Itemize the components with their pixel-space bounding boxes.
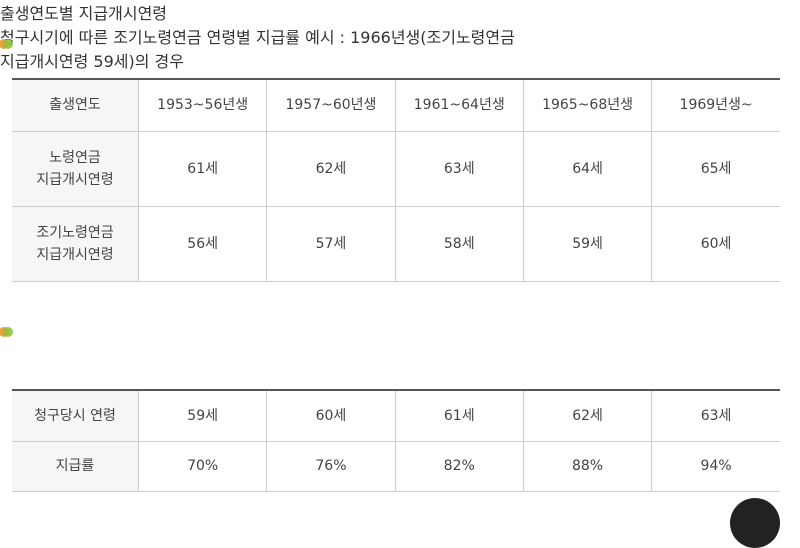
cell-text: 56세 <box>187 235 218 252</box>
cell: 82% <box>394 441 524 492</box>
cell-text: 65세 <box>700 160 732 177</box>
table: 출생연도 1953~56년생 1957~60년생 1961~64년생 1965~68년생… <box>12 78 780 282</box>
cell-text: 88% <box>571 458 604 474</box>
cell-text: 57세 <box>315 235 347 252</box>
header-cell: 59세 <box>137 390 267 442</box>
header-cell: 출생연도 <box>12 79 139 132</box>
cell-text: 61세 <box>187 160 218 177</box>
cell: 64세 <box>522 131 652 207</box>
cell: 70% <box>137 441 267 492</box>
header-cell: 청구당시 연령 <box>12 390 139 442</box>
cell-text: 60세 <box>700 235 732 252</box>
cell-text: 지급률 <box>55 458 95 474</box>
cell-text: 지급개시연령 <box>36 246 114 263</box>
cell-text: 62세 <box>315 160 347 177</box>
header-cell: 62세 <box>522 390 652 442</box>
cell: 56세 <box>137 206 267 282</box>
cell: 76% <box>266 441 396 492</box>
cell-text: 지급개시연령 <box>36 171 114 188</box>
row: 지급률 70% 76% 82% 88% 94% <box>12 441 780 492</box>
cell-text: 조기노령연금 <box>36 224 114 241</box>
cell: 61세 <box>137 131 267 207</box>
cell-text: 노령연금 <box>49 149 101 166</box>
header-cell: 1957~60년생 <box>266 79 396 132</box>
header-cell: 1961~64년생 <box>394 79 524 132</box>
header-row: 청구당시 연령 59세 60세 61세 62세 63세 <box>12 390 780 442</box>
cell-text: 76% <box>315 458 347 474</box>
cell: 지급률 <box>12 441 139 492</box>
cell: 63세 <box>394 131 524 207</box>
section-title: 청구시기에 따른 조기노령연금 연령별 지급률 예시 : 1966년생(조기노령… <box>0 24 800 72</box>
cell-text: 70% <box>187 458 219 474</box>
header-cell: 1969년생~ <box>651 79 780 132</box>
bullet-icon <box>0 39 13 49</box>
header-cell: 1953~56년생 <box>137 79 267 132</box>
cell: 94% <box>651 441 780 492</box>
title-line: 지급개시연령 59세)의 경우 <box>0 52 184 71</box>
header-cell: 63세 <box>651 390 780 442</box>
title-line: 출생연도별 지급개시연령 <box>0 4 168 23</box>
cell-text: 63세 <box>443 160 475 177</box>
cell-text: 64세 <box>572 160 603 177</box>
header-cell: 1965~68년생 <box>522 79 652 132</box>
cell: 65세 <box>651 131 780 207</box>
cell: 57세 <box>266 206 396 282</box>
bullet-icon <box>0 327 13 337</box>
cell: 59세 <box>522 206 652 282</box>
cell: 62세 <box>266 131 396 207</box>
header-cell: 61세 <box>394 390 524 442</box>
cell-text: 59세 <box>572 235 603 252</box>
cell: 88% <box>522 441 652 492</box>
floating-button[interactable] <box>730 498 780 548</box>
title-line: 청구시기에 따른 조기노령연금 연령별 지급률 예시 : 1966년생(조기노령… <box>0 28 515 47</box>
cell: 58세 <box>394 206 524 282</box>
cell-text: 94% <box>700 458 732 474</box>
cell-text: 58세 <box>443 235 475 252</box>
header-cell: 60세 <box>266 390 396 442</box>
header-row: 출생연도 1953~56년생 1957~60년생 1961~64년생 1965~68년생… <box>12 79 780 132</box>
cell-text: 82% <box>443 458 475 474</box>
cell: 60세 <box>651 206 780 282</box>
section-title: 출생연도별 지급개시연령 <box>0 0 800 24</box>
